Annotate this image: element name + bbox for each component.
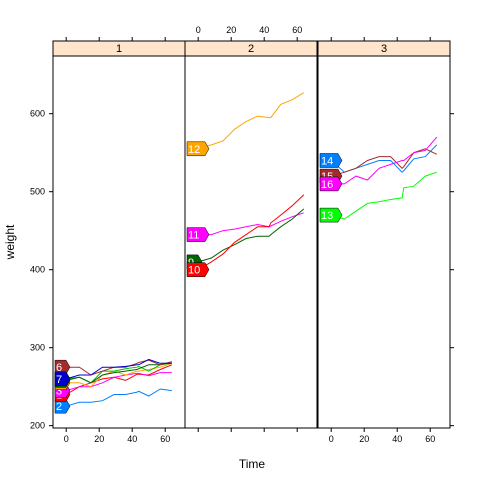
panels-layer: 1213854670204060212119100204060314151613… [30, 25, 454, 444]
series-label-13: 13 [321, 210, 333, 222]
series-tag-12 [186, 141, 210, 157]
x-tick-label-40: 40 [392, 434, 402, 444]
y-tick-label-200: 200 [30, 421, 45, 431]
strip-label-2: 2 [248, 43, 254, 55]
x-tick-label-60: 60 [425, 434, 435, 444]
series-label-14: 14 [321, 156, 333, 168]
series-line-16 [331, 136, 438, 185]
series-label-3: 3 [56, 386, 62, 398]
y-tick-label-500: 500 [30, 187, 45, 197]
series-label-16: 16 [321, 179, 333, 191]
series-line-13 [331, 171, 437, 220]
strip-label-3: 3 [381, 43, 387, 55]
series-line-10 [197, 194, 305, 271]
panel-2: 212119100204060 [184, 25, 318, 432]
x-tick-label-20: 20 [94, 434, 104, 444]
x-tick-label-20: 20 [226, 25, 236, 35]
panel-frame-3 [317, 55, 451, 429]
series-line-11 [198, 212, 304, 236]
x-tick-label-20: 20 [359, 434, 369, 444]
series-line-12 [198, 92, 305, 150]
x-tick-label-0: 0 [64, 434, 69, 444]
series-label-6: 6 [56, 362, 62, 374]
series-line-15 [331, 148, 438, 177]
x-tick-label-60: 60 [160, 434, 170, 444]
y-tick-label-400: 400 [30, 265, 45, 275]
series-label-7: 7 [56, 374, 62, 386]
series-tag-7 [54, 371, 71, 387]
series-tag-14 [319, 153, 343, 168]
series-line-6 [66, 359, 172, 376]
x-tick-label-0: 0 [196, 25, 201, 35]
x-tick-label-40: 40 [259, 25, 269, 35]
series-label-10: 10 [188, 265, 200, 277]
series-line-14 [330, 144, 438, 173]
series-line-9 [198, 208, 305, 263]
series-line-1 [65, 364, 172, 395]
series-tag-11 [186, 227, 210, 242]
panel-1: 1213854670204060 [52, 37, 186, 444]
y-axis-title: weight [3, 224, 17, 260]
series-line-4 [66, 361, 172, 384]
x-tick-label-60: 60 [292, 25, 302, 35]
x-tick-label-0: 0 [329, 434, 334, 444]
y-tick-label-300: 300 [30, 343, 45, 353]
series-tag-10 [186, 262, 210, 277]
x-axis-title: Time [239, 457, 266, 471]
y-tick-label-600: 600 [30, 109, 45, 119]
series-label-2: 2 [56, 401, 62, 413]
panel-frame-2 [184, 55, 318, 429]
series-tag-16 [319, 176, 343, 192]
panel-3: 3141516130204060 [317, 37, 451, 444]
series-line-2 [66, 388, 172, 407]
strip-label-1: 1 [116, 43, 122, 55]
x-tick-label-40: 40 [127, 434, 137, 444]
series-line-7 [66, 358, 172, 380]
series-label-12: 12 [188, 144, 200, 156]
series-tag-13 [319, 207, 343, 223]
series-label-11: 11 [188, 230, 199, 242]
